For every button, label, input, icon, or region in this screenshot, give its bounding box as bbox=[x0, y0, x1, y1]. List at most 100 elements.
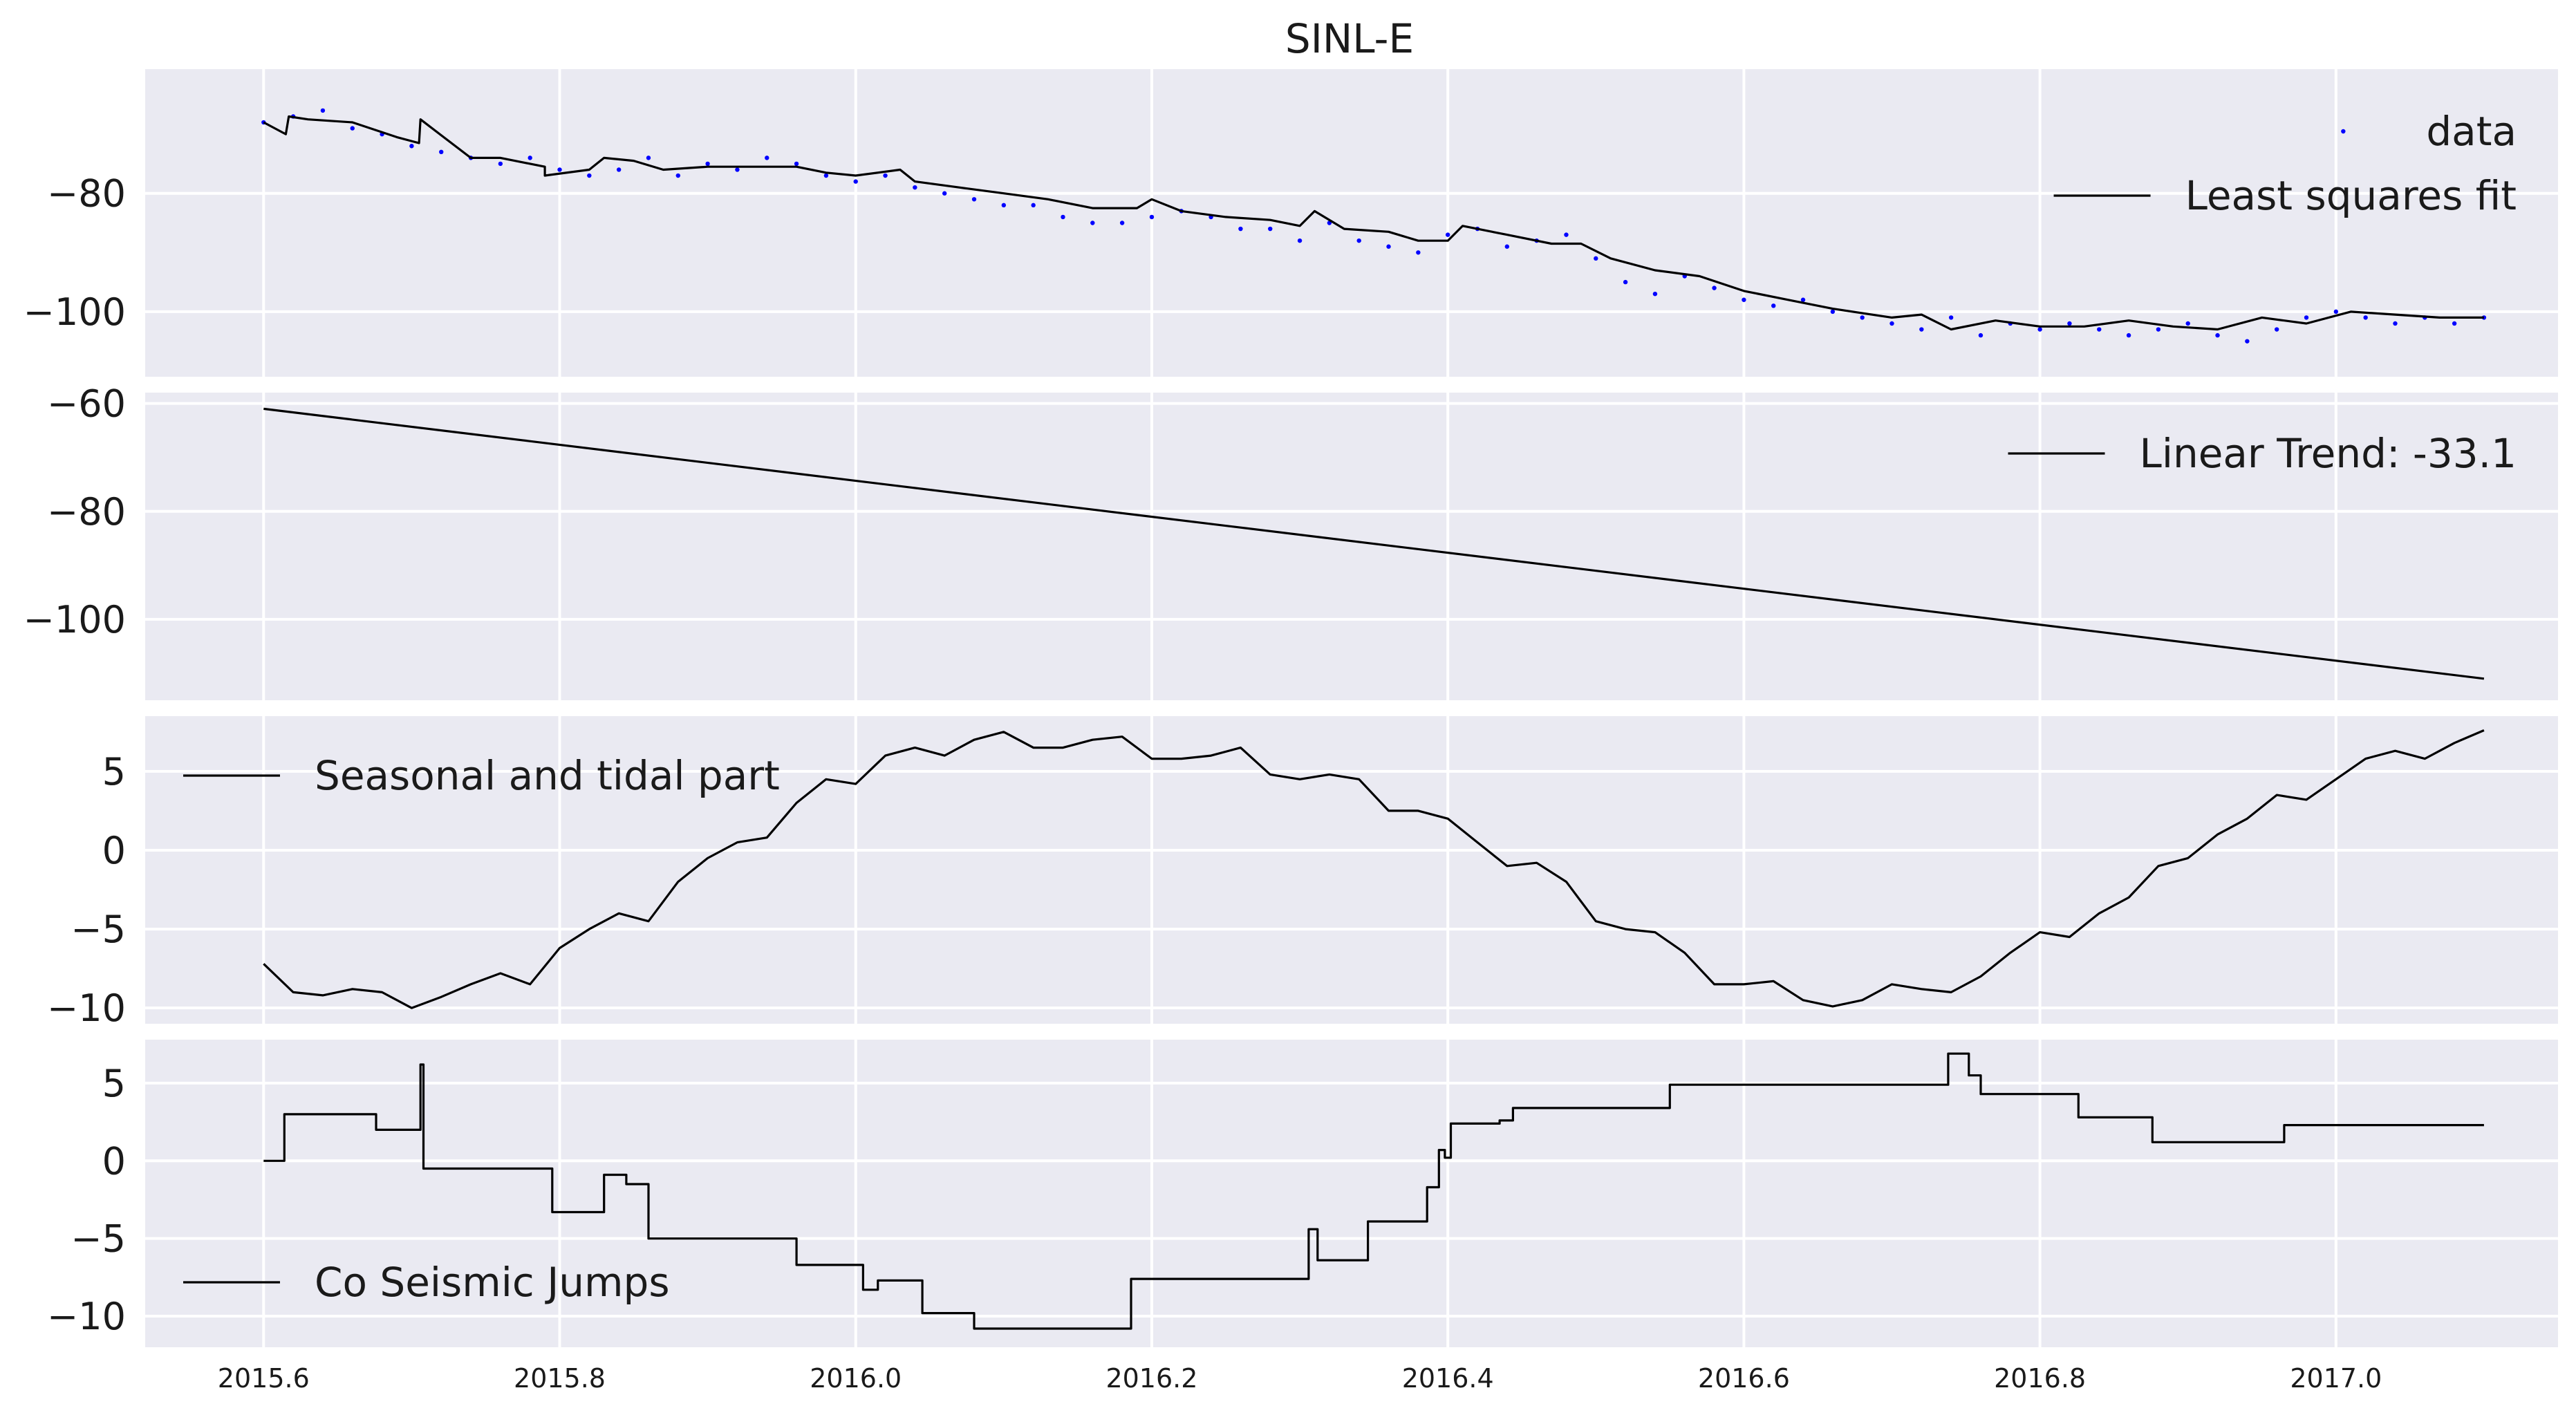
data-point bbox=[2333, 309, 2339, 315]
panel-1: −80 −100 data Least squares fit bbox=[24, 69, 2558, 377]
data-point bbox=[2274, 327, 2279, 332]
data-point bbox=[1031, 203, 1036, 208]
series-group bbox=[263, 407, 2485, 680]
data-point bbox=[587, 173, 592, 178]
data-point bbox=[646, 156, 651, 160]
series-line-1 bbox=[263, 729, 2485, 1009]
data-point bbox=[2156, 327, 2161, 332]
x-axis-ticks: 2015.6 2015.8 2016.0 2016.2 2016.4 2016.6 2016… bbox=[218, 1363, 2382, 1394]
data-point bbox=[1416, 250, 1421, 255]
data-point bbox=[2215, 332, 2220, 338]
legend: data Least squares fit bbox=[2053, 108, 2517, 219]
data-point bbox=[2452, 321, 2457, 326]
data-point bbox=[735, 167, 740, 172]
y-tick-label: 0 bbox=[102, 1139, 126, 1183]
data-point bbox=[765, 156, 769, 160]
legend-label: data bbox=[2426, 108, 2517, 155]
data-point bbox=[616, 167, 622, 172]
legend-label: Linear Trend: -33.1 bbox=[2140, 430, 2517, 477]
legend-marker bbox=[2341, 129, 2346, 134]
panel-background bbox=[145, 1040, 2558, 1347]
data-point bbox=[1652, 291, 1658, 297]
data-point bbox=[320, 108, 326, 113]
data-point bbox=[2304, 315, 2309, 320]
data-point bbox=[823, 173, 829, 178]
data-point bbox=[498, 161, 503, 167]
data-point bbox=[2067, 321, 2072, 326]
data-point bbox=[705, 161, 710, 167]
x-tick-label: 2016.0 bbox=[810, 1363, 902, 1394]
data-point bbox=[1119, 221, 1125, 225]
data-point bbox=[2185, 321, 2190, 326]
data-point bbox=[1149, 214, 1155, 220]
y-tick-label: 5 bbox=[102, 1062, 126, 1105]
data-point bbox=[1238, 226, 1243, 232]
data-point bbox=[1268, 226, 1273, 232]
data-point bbox=[883, 173, 888, 178]
data-point bbox=[528, 156, 532, 160]
legend-label: Seasonal and tidal part bbox=[315, 752, 780, 799]
y-tick-label: −10 bbox=[47, 986, 126, 1030]
data-point bbox=[1800, 297, 1806, 302]
data-point bbox=[2037, 327, 2042, 332]
legend: Co Seismic Jumps bbox=[183, 1259, 670, 1306]
x-tick-label: 2015.6 bbox=[218, 1363, 310, 1394]
data-point bbox=[1001, 203, 1007, 208]
legend: Linear Trend: -33.1 bbox=[2008, 430, 2517, 477]
y-tick-label: −60 bbox=[47, 382, 126, 426]
data-point bbox=[794, 161, 799, 167]
legend-label: Co Seismic Jumps bbox=[315, 1259, 670, 1306]
panel-2: −60 −80 −100 Linear Trend: -33.1 bbox=[24, 382, 2558, 700]
data-point bbox=[942, 191, 947, 196]
data-point bbox=[557, 167, 562, 172]
y-tick-label: 0 bbox=[102, 829, 126, 872]
y-tick-label: 5 bbox=[102, 750, 126, 794]
data-point bbox=[2126, 332, 2131, 338]
data-point bbox=[350, 126, 355, 131]
data-point bbox=[1594, 256, 1598, 261]
data-point bbox=[971, 197, 977, 202]
y-tick-label: −100 bbox=[24, 598, 126, 641]
series-group bbox=[263, 1052, 2484, 1330]
legend: Seasonal and tidal part bbox=[183, 752, 780, 799]
y-tick-label: −80 bbox=[47, 172, 126, 216]
series-group bbox=[261, 108, 2487, 344]
x-tick-label: 2015.8 bbox=[514, 1363, 606, 1394]
data-point bbox=[2393, 321, 2398, 326]
legend-label: Least squares fit bbox=[2185, 172, 2517, 219]
series-line-1 bbox=[263, 407, 2485, 680]
data-point bbox=[409, 144, 414, 149]
y-tick-label: −10 bbox=[47, 1295, 126, 1338]
data-point bbox=[1297, 238, 1303, 243]
panel-3: 5 0 −5 −10 Seasonal and tidal part bbox=[47, 716, 2558, 1030]
data-point bbox=[1889, 321, 1894, 326]
data-point bbox=[2245, 339, 2250, 344]
data-point bbox=[1090, 221, 1095, 225]
x-tick-label: 2016.8 bbox=[1994, 1363, 2086, 1394]
data-point bbox=[2097, 327, 2102, 332]
data-point bbox=[1771, 303, 1776, 308]
y-tick-label: −5 bbox=[71, 908, 126, 951]
data-point bbox=[439, 149, 444, 155]
series-line-1 bbox=[263, 1052, 2484, 1330]
y-tick-label: −100 bbox=[24, 290, 126, 334]
data-point bbox=[1948, 315, 1954, 320]
data-point bbox=[1623, 279, 1628, 285]
data-point bbox=[1504, 244, 1510, 249]
series-line-2 bbox=[263, 115, 2484, 331]
data-point bbox=[1742, 297, 1746, 302]
data-point bbox=[2363, 315, 2368, 320]
x-tick-label: 2016.2 bbox=[1105, 1363, 1197, 1394]
x-tick-label: 2016.4 bbox=[1402, 1363, 1494, 1394]
data-point bbox=[853, 179, 858, 184]
data-point bbox=[913, 185, 917, 190]
y-tick-label: −80 bbox=[47, 490, 126, 534]
data-point bbox=[1712, 285, 1717, 290]
chart-title: SINL-E bbox=[1285, 15, 1414, 62]
x-tick-label: 2017.0 bbox=[2290, 1363, 2382, 1394]
y-tick-label: −5 bbox=[71, 1217, 126, 1261]
data-point bbox=[1445, 232, 1450, 237]
data-point bbox=[1919, 327, 1924, 332]
